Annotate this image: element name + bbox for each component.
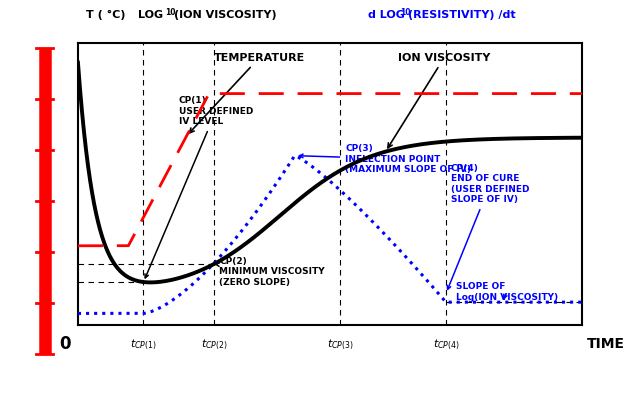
Text: $t_{CP(2)}$: $t_{CP(2)}$ [200, 337, 227, 351]
Text: 10: 10 [165, 8, 175, 17]
Text: 0: 0 [60, 336, 71, 353]
Text: ION VISCOSITY: ION VISCOSITY [388, 53, 490, 148]
Text: CP(2)
MINIMUM VISCOSITY
(ZERO SLOPE): CP(2) MINIMUM VISCOSITY (ZERO SLOPE) [216, 257, 324, 287]
Text: (ION VISCOSITY): (ION VISCOSITY) [174, 10, 276, 20]
Text: T ( °C): T ( °C) [86, 10, 126, 20]
Text: $t_{CP(1)}$: $t_{CP(1)}$ [130, 337, 157, 351]
Text: SLOPE OF
Log(ION VISCOSITY): SLOPE OF Log(ION VISCOSITY) [456, 283, 558, 302]
Text: CP(1)
USER DEFINED
IV LEVEL: CP(1) USER DEFINED IV LEVEL [145, 96, 253, 278]
Text: TEMPERATURE: TEMPERATURE [189, 53, 305, 133]
Text: $t_{CP(4)}$: $t_{CP(4)}$ [433, 337, 460, 351]
Text: (RESISTIVITY) /dt: (RESISTIVITY) /dt [408, 10, 516, 20]
Text: 10: 10 [400, 8, 410, 17]
Text: CP(4)
END OF CURE
(USER DEFINED
SLOPE OF IV): CP(4) END OF CURE (USER DEFINED SLOPE OF… [447, 164, 529, 289]
Text: CP(3)
INFLECTION POINT
(MAXIMUM SLOPE OF IV): CP(3) INFLECTION POINT (MAXIMUM SLOPE OF… [300, 144, 471, 174]
Text: LOG: LOG [138, 10, 163, 20]
Text: $t_{CP(3)}$: $t_{CP(3)}$ [326, 337, 353, 351]
Text: d LOG: d LOG [368, 10, 405, 20]
Text: TIME: TIME [587, 338, 625, 351]
